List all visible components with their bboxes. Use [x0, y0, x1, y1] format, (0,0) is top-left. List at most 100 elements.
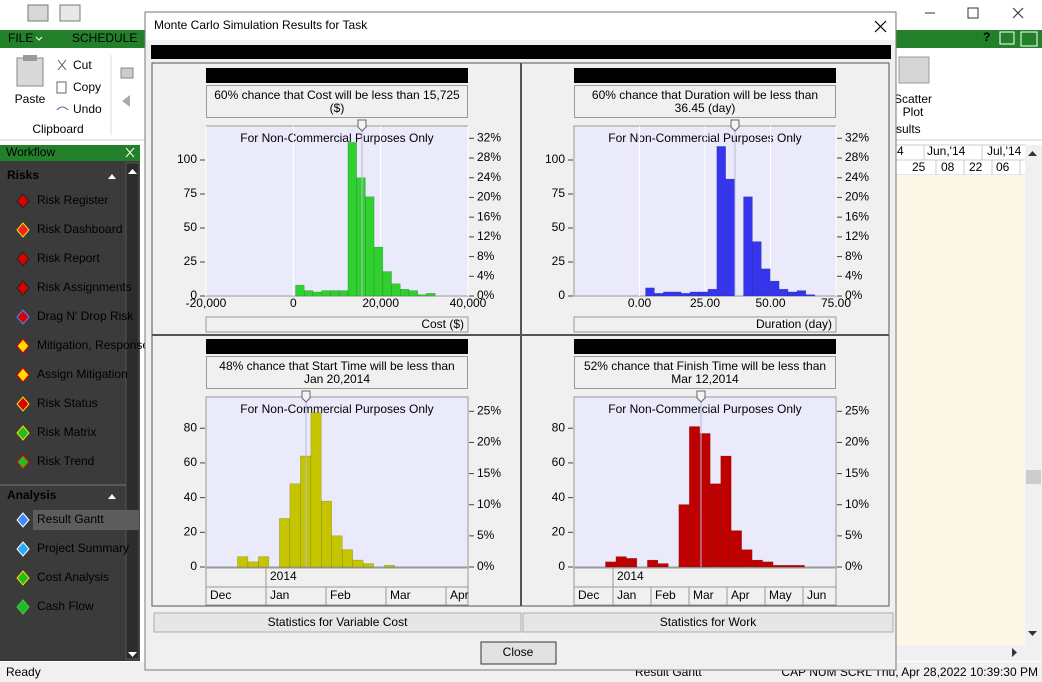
scroll-arrow — [1012, 648, 1017, 657]
stats-button-label[interactable]: Statistics for Variable Cost — [268, 615, 408, 629]
item-icon — [16, 309, 30, 325]
bar — [720, 455, 732, 568]
undo-icon — [56, 106, 69, 111]
bar — [330, 290, 340, 297]
y-tick-label: 80 — [552, 420, 566, 434]
bar — [356, 177, 366, 297]
bar — [725, 178, 735, 297]
item-icon — [16, 570, 30, 586]
section-title[interactable]: Analysis — [7, 488, 57, 502]
undo-button[interactable]: Undo — [73, 102, 102, 116]
stats-button[interactable] — [522, 612, 894, 633]
month-label: May — [769, 588, 792, 602]
month-label: Feb — [655, 588, 676, 602]
bar — [615, 556, 627, 568]
bar — [689, 291, 700, 297]
icon — [1020, 31, 1038, 47]
workflow-item[interactable]: Risk Assignments — [37, 280, 132, 294]
ribbon-tab[interactable]: SCHEDULE — [72, 31, 137, 45]
icon — [120, 67, 134, 79]
copy-button[interactable]: Copy — [73, 80, 101, 94]
workflow-item[interactable]: Risk Status — [37, 396, 98, 410]
y-tick-label: 0 — [190, 559, 197, 573]
cut-icon — [57, 59, 67, 71]
workflow-item[interactable]: Cash Flow — [37, 599, 94, 613]
probability-text: 52% chance that Finish Time will be less… — [574, 356, 836, 389]
x-axis-label: Cost ($) — [421, 317, 464, 331]
watermark: For Non-Commercial Purposes Only — [240, 131, 433, 145]
scatter-button[interactable]: Scatter — [894, 92, 932, 106]
paste-button[interactable]: Paste — [15, 92, 46, 106]
workflow-item[interactable]: Risk Dashboard — [37, 222, 122, 236]
scroll-arrow — [1028, 151, 1037, 156]
bar — [426, 293, 436, 297]
y2-tick-label: 4% — [477, 268, 495, 282]
bar — [352, 559, 364, 568]
y-tick-label: 0 — [558, 559, 565, 573]
month-label: Jun — [807, 588, 826, 602]
bar — [237, 556, 249, 568]
month-label: Dec — [578, 588, 599, 602]
gantt-body — [896, 175, 1025, 645]
gantt-month: Jun,'14 — [927, 144, 966, 158]
workflow-item[interactable]: Risk Trend — [37, 454, 94, 468]
workflow-item[interactable]: Assign Mitigation — [37, 367, 128, 381]
y-tick-label: 60 — [552, 455, 566, 469]
chart-title: Cost — [324, 68, 351, 82]
y2-tick-label: 20% — [477, 190, 501, 204]
bar — [796, 290, 807, 297]
close-icon — [874, 20, 887, 33]
probability-box: 60% chance that Cost will be less than 1… — [206, 85, 468, 118]
workflow-item[interactable]: Result Gantt — [37, 512, 104, 526]
probability-text: 60% chance that Duration will be less th… — [574, 85, 836, 118]
y2-tick-label: 8% — [477, 249, 495, 263]
y-tick-label: 20 — [184, 524, 198, 538]
workflow-item[interactable]: Risk Matrix — [37, 425, 96, 439]
y2-tick-label: 20% — [477, 435, 501, 449]
stats-button[interactable] — [153, 612, 522, 633]
close-button-label[interactable]: Close — [503, 645, 534, 659]
item-icon — [16, 599, 30, 615]
x-tick-label: 40,000 — [450, 296, 487, 310]
workflow-item[interactable]: Risk Register — [37, 193, 108, 207]
workflow-item[interactable]: Drag N' Drop Risk — [37, 309, 134, 323]
workflow-item[interactable]: Mitigation, Response — [37, 338, 149, 352]
cut-button[interactable]: Cut — [73, 58, 92, 72]
stats-button-label[interactable]: Statistics for Work — [660, 615, 757, 629]
bar — [787, 291, 798, 297]
workflow-item[interactable]: Project Summary — [37, 541, 129, 555]
workflow-item[interactable]: Risk Report — [37, 251, 100, 265]
bar — [391, 283, 401, 297]
y2-tick-label: 0% — [845, 559, 863, 573]
y2-tick-label: 15% — [477, 466, 501, 480]
year-label: 2014 — [617, 569, 644, 583]
x-tick-label: 75.00 — [821, 296, 851, 310]
y2-tick-label: 5% — [845, 528, 863, 542]
month-label: Mar — [390, 588, 411, 602]
month-label: Feb — [330, 588, 351, 602]
y2-tick-label: 28% — [477, 150, 501, 164]
x-tick-label: 0.00 — [628, 296, 652, 310]
month-label: Jan — [270, 588, 289, 602]
bar — [783, 565, 795, 568]
qa-preview-icon — [59, 4, 81, 22]
bar — [678, 504, 690, 568]
bar — [793, 565, 805, 568]
bar — [769, 280, 780, 297]
bar — [762, 561, 774, 568]
section-title[interactable]: Risks — [7, 168, 39, 182]
month-label: Jan — [617, 588, 636, 602]
ribbon-tab[interactable]: FILE — [8, 31, 33, 45]
bar — [295, 284, 305, 297]
item-icon — [16, 193, 30, 209]
bar — [730, 530, 742, 568]
scroll-arrow — [128, 652, 137, 657]
scroll-thumb — [1026, 470, 1041, 484]
month-label: Mar — [693, 588, 714, 602]
bar — [663, 291, 673, 297]
workflow-item[interactable]: Cost Analysis — [37, 570, 109, 584]
qa-print-icon — [27, 4, 49, 22]
scatter-button[interactable]: Plot — [903, 105, 924, 119]
close-button[interactable] — [480, 641, 557, 665]
chart-title: Finish Time — [672, 339, 739, 353]
